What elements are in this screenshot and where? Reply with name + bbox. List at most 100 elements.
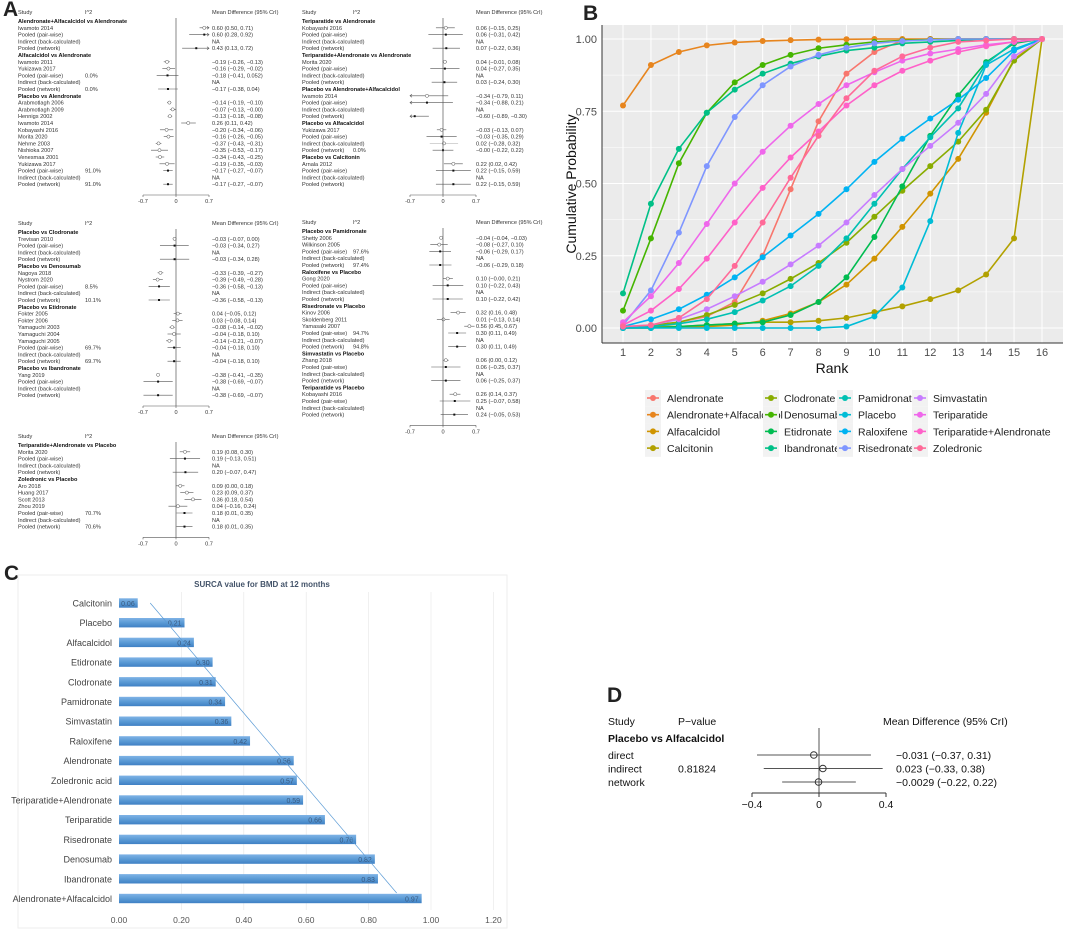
- forest-header-study: Study: [18, 10, 33, 16]
- x-tick-label: 13: [952, 347, 964, 359]
- forest-row-estimate: −0.19 (−0.26, −0.13): [212, 60, 263, 66]
- forest-row-label: Trevisan 2010: [18, 237, 53, 243]
- data-point: [983, 75, 990, 82]
- study-estimate-marker: [157, 148, 162, 153]
- data-point: [731, 274, 738, 281]
- x-axis-tick-label: -0.7: [138, 541, 148, 547]
- forest-row-label: Pooled (network): [18, 46, 60, 52]
- forest-row-i2: 94.7%: [353, 331, 369, 337]
- data-point: [787, 232, 794, 239]
- forest-row-estimate: −0.17 (−0.27, −0.07): [212, 182, 263, 188]
- forest-group-title: Teriparatide vs Alendronate: [302, 19, 375, 25]
- forest-row-estimate: 0.19 (0.08, 0.30): [212, 450, 253, 456]
- x-axis-title: Rank: [816, 360, 850, 376]
- series-line: [622, 38, 1042, 326]
- data-point: [647, 293, 654, 300]
- forest-row-label: Shetty 2006: [302, 236, 332, 242]
- series-line: [623, 38, 1043, 329]
- forest-row-estimate: −0.13 (−0.18, −0.08): [212, 114, 263, 120]
- forest-row-label: Zhang 2018: [302, 358, 332, 364]
- legend-item: Teriparatide+Alendronate: [912, 423, 1051, 441]
- forest-row-estimate: NA: [476, 338, 484, 344]
- forest-row-label: Pooled (pair-wise): [18, 457, 63, 463]
- forest-row-label: Arnala 2012: [302, 162, 332, 168]
- data-point: [955, 105, 962, 112]
- study-estimate-marker: [158, 270, 163, 275]
- data-point: [899, 53, 906, 60]
- legend-key-dot: [842, 395, 848, 401]
- x-axis-tick-label: 0.7: [472, 199, 480, 205]
- forest-header-study: Study: [302, 10, 317, 16]
- legend-label: Calcitonin: [667, 443, 713, 455]
- pooled-estimate-marker: [444, 379, 447, 382]
- legend-label: Etidronate: [784, 426, 832, 438]
- pooled-estimate-marker: [456, 332, 459, 334]
- x-axis-tick-label: 0.7: [205, 410, 213, 416]
- data-point: [1011, 47, 1018, 54]
- forest-row-label: Pooled (network): [302, 80, 344, 86]
- forest-row-i2: 70.6%: [85, 525, 101, 531]
- data-point: [927, 218, 934, 225]
- bar-value-label: 0.97: [405, 897, 419, 904]
- forest-row-i2: 69.7%: [85, 359, 101, 365]
- data-point: [815, 242, 822, 249]
- data-point: [620, 323, 626, 330]
- forest-row-estimate: 0.60 (0.28, 0.92): [212, 33, 253, 39]
- legend-label: Placebo: [858, 410, 896, 422]
- pooled-estimate-marker: [158, 299, 161, 301]
- data-point: [955, 92, 962, 99]
- forest-row-estimate: −0.00 (−0.22, 0.22): [476, 148, 524, 154]
- data-point: [843, 239, 850, 246]
- series-line: [622, 38, 1043, 329]
- data-point: [787, 122, 794, 129]
- forest-row-label: Nystrom 2020: [18, 278, 53, 284]
- x-axis-tick-label: 0.7: [205, 541, 213, 547]
- data-point: [843, 95, 850, 102]
- data-point: [787, 275, 794, 282]
- legend-key-dot: [917, 428, 923, 435]
- panel-label-c: C: [4, 562, 20, 585]
- study-estimate-marker: [164, 127, 169, 132]
- forest-row-estimate: NA: [476, 406, 484, 412]
- forest-row-estimate: NA: [476, 73, 484, 79]
- data-point: [759, 319, 766, 326]
- forest-header-md: Mean Difference (95% CrI): [212, 221, 279, 227]
- x-tick-label: 16: [1036, 347, 1048, 359]
- data-point: [703, 109, 710, 116]
- forest-row-estimate: −0.04 (−0.18, 0.10): [212, 359, 260, 365]
- data-point: [787, 283, 794, 290]
- legend-label: Teriparatide+Alendronate: [933, 426, 1051, 438]
- forest-row-i2: 94.8%: [353, 345, 369, 351]
- x-tick-label: 4: [704, 347, 710, 359]
- bar: [119, 657, 213, 667]
- forest-row-estimate: −0.14 (−0.21, −0.07): [212, 339, 263, 345]
- forest-row-estimate: −0.14 (−0.19, −0.10): [212, 101, 263, 107]
- panel-b-rankogram: 0.000.250.500.751.001 2 3 4 5 6 7 8 9 10 11 12 13 14 1…: [563, 25, 1063, 457]
- forest-row-estimate: 0.25 (−0.07, 0.58): [476, 399, 520, 405]
- data-point: [787, 63, 794, 70]
- legend-key-dot: [917, 445, 923, 452]
- forest-row-label: Fokter 2005: [18, 312, 48, 318]
- bar-value-label: 0.36: [215, 719, 229, 726]
- x-tick-label: 0.00: [111, 915, 128, 925]
- category-label: Ibandronate: [64, 874, 112, 884]
- forest-row-label: Pooled (pair-wise): [18, 346, 63, 352]
- data-point: [927, 296, 934, 303]
- data-point: [787, 325, 794, 331]
- forest-row-i2: 8.5%: [85, 284, 98, 290]
- category-label: Alendronate: [63, 756, 112, 766]
- forest-row-estimate: 0.06 (−0.25, 0.37): [476, 379, 520, 385]
- series-raloxifene: [620, 36, 1045, 330]
- forest-row-estimate: 0.06 (−0.31, 0.42): [476, 33, 520, 39]
- forest-row-estimate: NA: [212, 80, 220, 86]
- pooled-estimate-marker: [444, 366, 447, 368]
- data-point: [759, 184, 766, 191]
- forest-row-label: Pooled (pair-wise): [302, 135, 347, 141]
- x-axis-tick-label: 0: [174, 541, 177, 547]
- study-estimate-marker: [183, 449, 187, 454]
- forest-row-label: Huang 2017: [18, 491, 48, 497]
- forest-row-i2: 91.0%: [85, 182, 101, 188]
- bar: [119, 834, 357, 845]
- data-point: [955, 155, 962, 162]
- forest-row-label: Indirect (back-calculated): [18, 386, 81, 392]
